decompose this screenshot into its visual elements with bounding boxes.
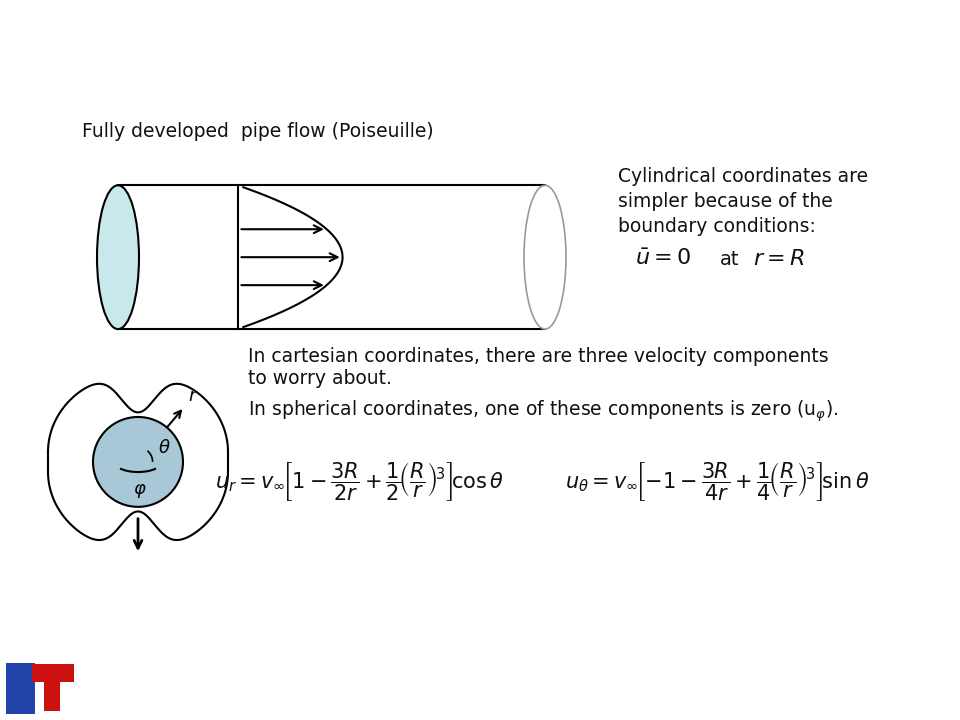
Text: Ruston, LA 71272: Ruston, LA 71272 [91,695,242,710]
Text: Cylindrical Coordinates: Examples: Cylindrical Coordinates: Examples [36,31,836,73]
Circle shape [93,417,183,507]
Text: In spherical coordinates, one of these components is zero (u$_\varphi$).: In spherical coordinates, one of these c… [248,399,838,425]
Text: In cartesian coordinates, there are three velocity components: In cartesian coordinates, there are thre… [248,347,828,366]
Text: $\bar{u} = 0$: $\bar{u} = 0$ [635,249,691,269]
Text: $\theta$: $\theta$ [158,439,171,457]
FancyBboxPatch shape [44,680,60,711]
Ellipse shape [524,185,566,329]
Text: $r$: $r$ [188,387,199,405]
Text: $u_r = v_\infty \!\left[1 - \dfrac{3R}{2r} + \dfrac{1}{2}\!\left(\dfrac{R}{r}\ri: $u_r = v_\infty \!\left[1 - \dfrac{3R}{2… [215,460,504,503]
FancyBboxPatch shape [6,663,35,714]
Text: boundary conditions:: boundary conditions: [618,217,816,236]
Text: simpler because of the: simpler because of the [618,192,832,211]
Text: $u_\theta = v_\infty \!\left[-1 - \dfrac{3R}{4r} + \dfrac{1}{4}\!\left(\dfrac{R}: $u_\theta = v_\infty \!\left[-1 - \dfrac… [565,460,870,503]
Text: Louisiana Tech University: Louisiana Tech University [91,670,310,685]
Bar [118,185,545,329]
Text: to worry about.: to worry about. [248,369,392,388]
Text: at: at [720,250,739,269]
Text: $\varphi$: $\varphi$ [133,482,147,500]
Text: Cylindrical coordinates are: Cylindrical coordinates are [618,167,868,186]
FancyBboxPatch shape [32,664,74,682]
Text: Fully developed  pipe flow (Poiseuille): Fully developed pipe flow (Poiseuille) [82,122,434,141]
Ellipse shape [97,185,139,329]
Text: $r = R$: $r = R$ [753,249,804,269]
